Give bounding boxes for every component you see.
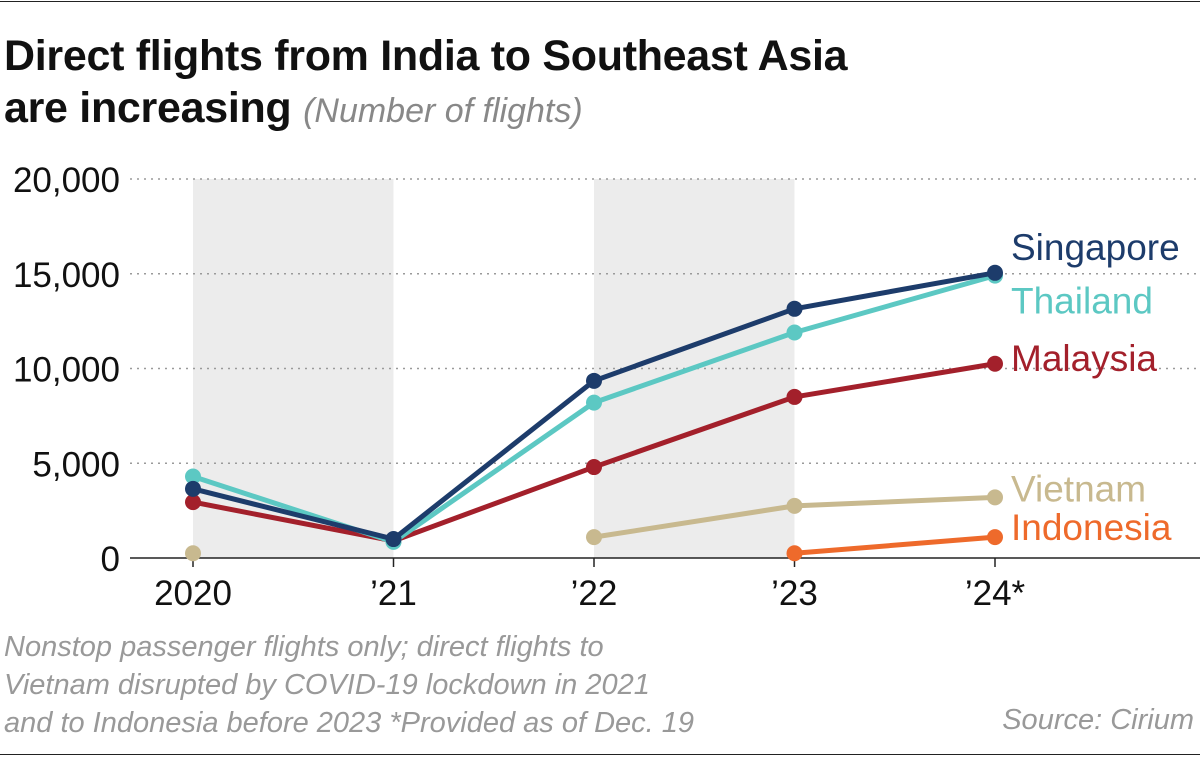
thailand-point-22: [586, 394, 602, 411]
vietnam-point-24: [987, 489, 1003, 506]
series-label-vietnam: Vietnam: [1011, 468, 1146, 509]
series-label-indonesia: Indonesia: [1011, 507, 1172, 548]
indonesia-line-1: [792, 534, 998, 556]
vietnam-point-23: [786, 497, 803, 514]
y-tick-label-15000: 15,000: [13, 256, 120, 295]
title-line-2: are increasing (Number of flights): [4, 82, 847, 137]
singapore-point-22: [586, 372, 602, 389]
chart-subtitle: (Number of flights): [303, 92, 583, 130]
footnote-line-1: Nonstop passenger flights only; direct f…: [4, 631, 604, 663]
malaysia-point-22: [586, 459, 602, 476]
series-label-singapore: Singapore: [1011, 227, 1180, 268]
x-tick-label-1: ’21: [370, 574, 417, 613]
malaysia-point-23: [786, 388, 803, 405]
line-chart: 0 5,000 10,000 15,000 20,000 2020 ’21 ’22 ’23 ’24…: [13, 161, 1200, 613]
malaysia-point-24: [987, 355, 1003, 372]
y-tick-label-10000: 10,000: [13, 351, 120, 390]
source-note: Source: Cirium: [1002, 704, 1194, 736]
singapore-point-24: [987, 264, 1003, 281]
footnote: Nonstop passenger flights only; direct f…: [4, 628, 694, 742]
malaysia-point-2020: [185, 494, 201, 511]
top-rule: [0, 1, 1200, 2]
bottom-rule: [0, 754, 1200, 755]
indonesia-point-23: [786, 545, 803, 562]
singapore-point-2020: [185, 480, 201, 497]
y-tick-label-20000: 20,000: [13, 161, 120, 200]
shaded-period-1: [193, 179, 394, 558]
indonesia-point-24: [987, 529, 1003, 546]
series-label-malaysia: Malaysia: [1011, 338, 1157, 379]
vietnam-point-22: [586, 529, 602, 546]
singapore-point-21: [385, 531, 402, 548]
title-line-2-text: are increasing: [4, 84, 292, 132]
footnote-line-2: Vietnam disrupted by COVID-19 lockdown i…: [4, 669, 650, 701]
footnote-line-3: and to Indonesia before 2023 *Provided a…: [4, 707, 695, 739]
y-tick-label-0: 0: [101, 540, 120, 579]
x-tick-label-3: ’23: [771, 574, 818, 613]
x-tick-label-0: 2020: [154, 574, 232, 613]
vietnam-point-2020: [185, 545, 201, 562]
series-label-thailand: Thailand: [1011, 281, 1153, 322]
y-tick-label-5000: 5,000: [32, 445, 120, 484]
thailand-point-23: [786, 324, 803, 341]
thailand-point-2020: [185, 468, 201, 485]
chart-title: Direct flights from India to Southeast A…: [4, 30, 848, 137]
x-tick-label-2: ’22: [571, 574, 618, 613]
x-tick-label-4: ’24*: [965, 574, 1026, 613]
title-line-1: Direct flights from India to Southeast A…: [4, 32, 848, 80]
singapore-point-23: [786, 300, 803, 317]
